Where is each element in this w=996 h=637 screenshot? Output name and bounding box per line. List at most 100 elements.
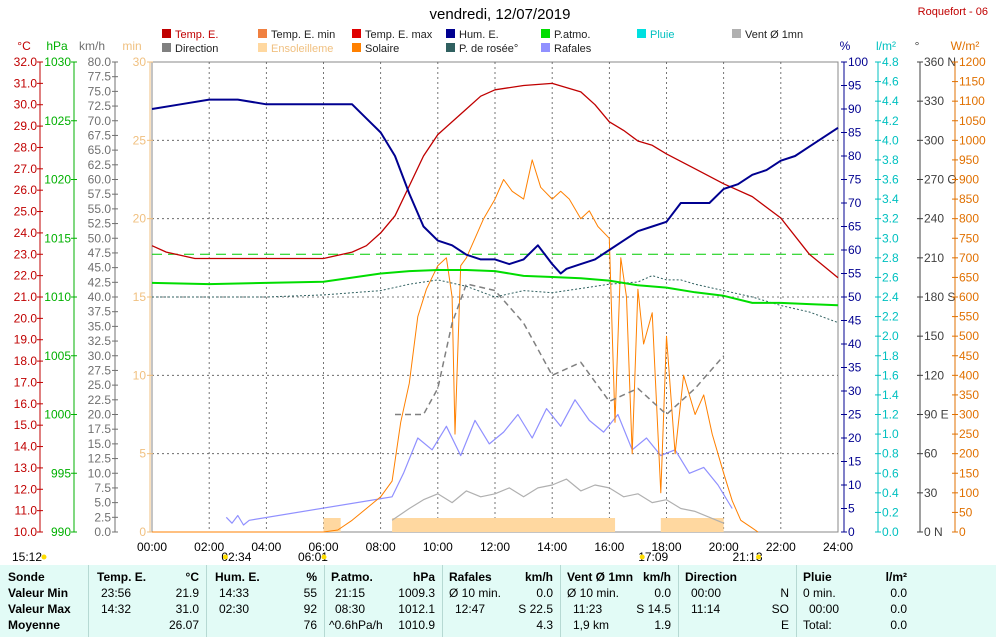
solar-tick-label: 800 (959, 212, 979, 226)
legend-label: Vent Ø 1mn (745, 29, 803, 41)
time-marker: 17:09 (638, 550, 668, 564)
press-tick-label: 1010 (44, 290, 71, 304)
wind-tick-label: 77.5 (88, 70, 112, 84)
solar-tick-label: 1050 (959, 114, 986, 128)
rain-duration: 0 min. (803, 586, 836, 600)
dir-tick-label: 210 (924, 251, 944, 265)
col-press: P.atmo. hPa 21:15 1009.3 08:30 1012.1 ^0… (324, 565, 443, 637)
col-dir-title: Direction (685, 570, 738, 584)
temp-min-time: 23:56 (101, 586, 132, 600)
hum-tick-label: 70 (848, 196, 862, 210)
wind-max-value: S 14.5 (636, 602, 671, 616)
rain-tick-label: 2.2 (882, 310, 899, 324)
minute-tick-label: 10 (133, 368, 147, 382)
dir-1-time: 00:00 (691, 586, 722, 600)
x-tick-label: 14:00 (537, 540, 567, 554)
temp-tick-label: 21.0 (14, 290, 38, 304)
time-marker: 02:34 (221, 550, 251, 564)
series-humidity (151, 98, 839, 275)
site-name: Roquefort - 06 (918, 6, 988, 18)
legend-label: Temp. E. max (365, 29, 433, 41)
temp-tick-label: 29.0 (14, 119, 38, 133)
hum-tick-label: 55 (848, 267, 862, 281)
wind-tick-label: 40.0 (88, 290, 112, 304)
legend-swatch (352, 43, 361, 52)
hum-tick-label: 80 (848, 149, 862, 163)
col-wind: Vent Ø 1mn km/h Ø 10 min. 0.0 11:23 S 14… (560, 565, 679, 637)
wind-mean-value: 1.9 (654, 618, 671, 632)
solar-tick-label: 150 (959, 466, 979, 480)
legend-label: Pluie (650, 29, 674, 41)
x-tick-label: 12:00 (480, 540, 510, 554)
col-hum-title: Hum. E. (215, 570, 260, 584)
temp-max-time: 14:32 (101, 602, 132, 616)
dir-tick-label: 300 (924, 133, 944, 147)
rain-max-value: 0.0 (890, 602, 907, 616)
press-min-time: 21:15 (335, 586, 366, 600)
legend-label: P. de rosée° (459, 43, 518, 55)
legend-label: Solaire (365, 43, 399, 55)
press-max-value: 1012.1 (398, 602, 435, 616)
col-temp: Temp. E. °C 23:56 21.9 14:32 31.0 26.07 (88, 565, 207, 637)
x-tick-label: 16:00 (594, 540, 624, 554)
wind-tick-label: 32.5 (88, 334, 112, 348)
legend-swatch (352, 29, 361, 38)
wind-tick-label: 45.0 (88, 261, 112, 275)
hum-mean-value: 76 (303, 618, 317, 632)
wind-tick-label: 5.0 (94, 496, 111, 510)
dir-unit: ° (915, 39, 920, 53)
minute-tick-label: 5 (139, 447, 146, 461)
hum-tick-label: 90 (848, 102, 862, 116)
rain-total-label: Total: (803, 618, 832, 632)
solar-tick-label: 750 (959, 231, 979, 245)
hum-tick-label: 30 (848, 384, 862, 398)
rain-tick-label: 4.0 (882, 133, 899, 147)
insolation-bar (660, 518, 724, 532)
wind-tick-label: 17.5 (88, 422, 112, 436)
dir-tick-label: 60 (924, 447, 938, 461)
series-gusts (225, 399, 733, 526)
hum-tick-label: 0 (848, 525, 855, 539)
legend-swatch (446, 29, 455, 38)
row-label-mean: Moyenne (8, 618, 61, 632)
temp-tick-label: 10.0 (14, 525, 38, 539)
gust-avg-label: Ø 10 min. (449, 586, 502, 600)
x-tick-label: 20:00 (709, 540, 739, 554)
time-marker-dot (756, 554, 762, 560)
legend: Temp. E. Temp. E. min Temp. E. max Hum. E. P… (162, 29, 803, 55)
wind-tick-label: 27.5 (88, 363, 112, 377)
hum-tick-label: 50 (848, 290, 862, 304)
press-tick-label: 990 (51, 525, 71, 539)
wind-tick-label: 12.5 (88, 452, 112, 466)
solar-tick-label: 350 (959, 388, 979, 402)
row-label-max: Valeur Max (8, 602, 71, 616)
press-max-time: 08:30 (335, 602, 366, 616)
legend-swatch (637, 29, 646, 38)
col-hum: Hum. E. % 14:33 55 02:30 92 76 (206, 565, 325, 637)
col-temp-unit: °C (185, 570, 199, 584)
minute-tick-label: 20 (133, 212, 147, 226)
hum-tick-label: 35 (848, 361, 862, 375)
rain-tick-label: 4.6 (882, 75, 899, 89)
time-marker-dot (41, 554, 47, 560)
rain-tick-label: 0.8 (882, 447, 899, 461)
minute-unit: min (122, 39, 141, 53)
temp-tick-label: 25.0 (14, 205, 38, 219)
rain-tick-label: 0.0 (882, 525, 899, 539)
solar-tick-label: 50 (959, 505, 973, 519)
hum-tick-label: 65 (848, 220, 862, 234)
rain-tick-label: 2.6 (882, 270, 899, 284)
wind-tick-label: 42.5 (88, 275, 112, 289)
temp-tick-label: 14.0 (14, 440, 38, 454)
rain-tick-label: 1.0 (882, 427, 899, 441)
row-label-min: Valeur Min (8, 586, 69, 600)
rain-tick-label: 3.8 (882, 153, 899, 167)
legend-swatch (541, 29, 550, 38)
col-gust-title: Rafales (449, 570, 492, 584)
dir-tick-label: 150 (924, 329, 944, 343)
wind-tick-label: 0.0 (94, 525, 111, 539)
solar-tick-label: 900 (959, 173, 979, 187)
time-marker-dot (222, 554, 228, 560)
weather-chart: vendredi, 12/07/2019 Roquefort - 06 Temp… (12, 6, 988, 564)
gust-max-value: S 22.5 (518, 602, 553, 616)
